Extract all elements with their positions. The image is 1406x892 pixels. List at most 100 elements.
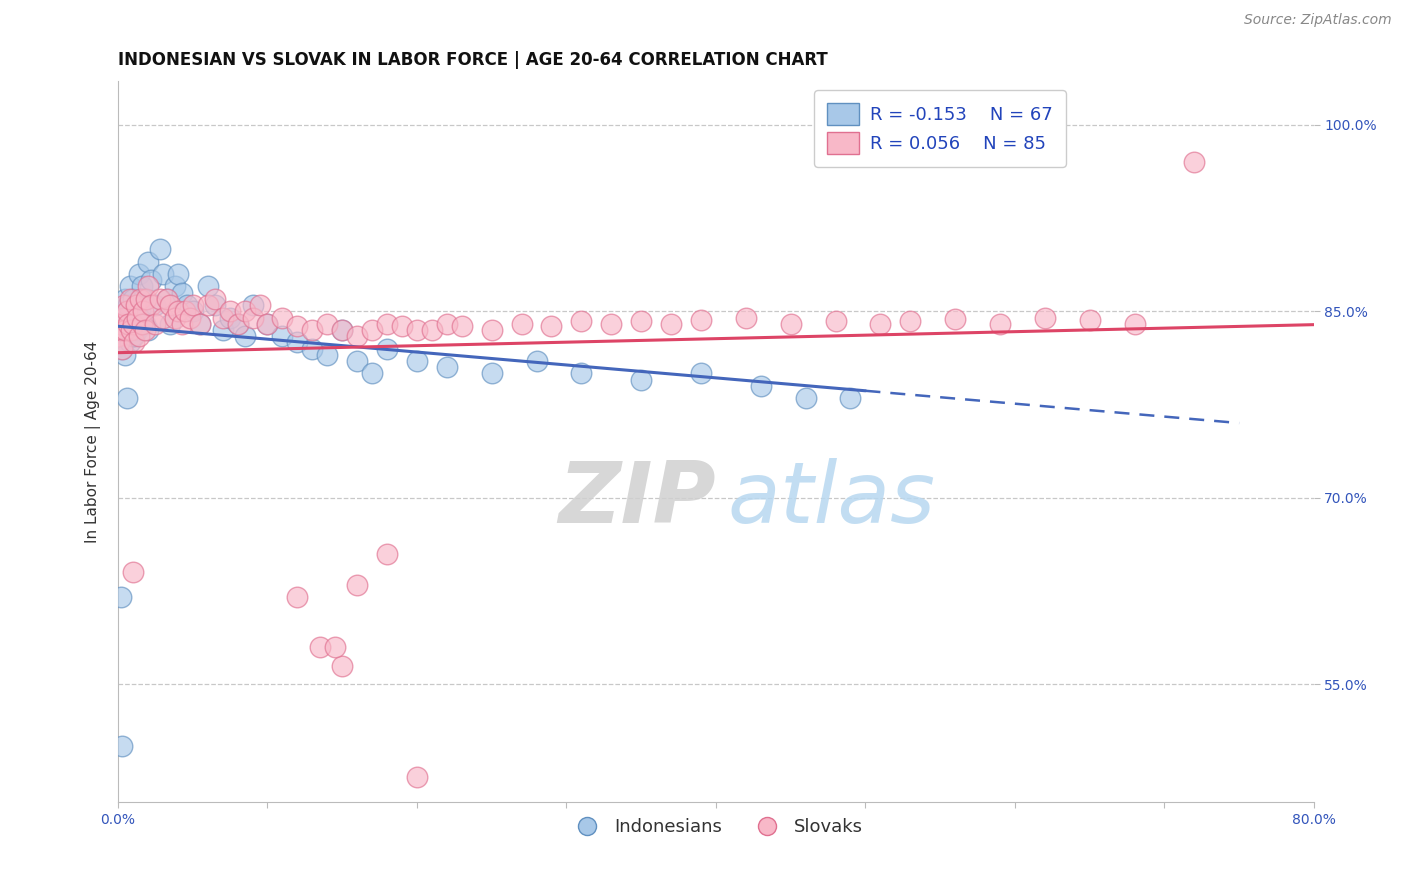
Point xyxy=(136,254,159,268)
Point xyxy=(361,323,384,337)
Point xyxy=(134,323,156,337)
Point xyxy=(128,267,150,281)
Point xyxy=(285,319,308,334)
Point xyxy=(118,292,141,306)
Point xyxy=(1078,313,1101,327)
Point xyxy=(129,304,152,318)
Point xyxy=(132,304,155,318)
Point xyxy=(301,342,323,356)
Point xyxy=(242,298,264,312)
Point xyxy=(316,348,339,362)
Point xyxy=(122,566,145,580)
Point xyxy=(111,739,134,754)
Point xyxy=(436,317,458,331)
Point xyxy=(156,292,179,306)
Point xyxy=(166,304,188,318)
Point xyxy=(107,329,129,343)
Point xyxy=(285,335,308,350)
Point xyxy=(375,547,398,561)
Point xyxy=(163,279,186,293)
Point xyxy=(630,373,652,387)
Point xyxy=(143,317,166,331)
Point xyxy=(127,310,149,325)
Point xyxy=(172,317,194,331)
Point xyxy=(749,379,772,393)
Point xyxy=(659,317,682,331)
Point xyxy=(117,298,139,312)
Point xyxy=(869,317,891,331)
Point xyxy=(166,267,188,281)
Point xyxy=(120,317,142,331)
Point xyxy=(108,335,131,350)
Point xyxy=(197,298,219,312)
Point xyxy=(107,329,129,343)
Point xyxy=(134,317,156,331)
Point xyxy=(943,311,966,326)
Point xyxy=(323,640,346,654)
Text: INDONESIAN VS SLOVAK IN LABOR FORCE | AGE 20-64 CORRELATION CHART: INDONESIAN VS SLOVAK IN LABOR FORCE | AG… xyxy=(118,51,828,69)
Point xyxy=(233,329,256,343)
Point xyxy=(110,590,132,604)
Point xyxy=(179,310,201,325)
Point xyxy=(120,323,142,337)
Point xyxy=(125,310,148,325)
Point xyxy=(219,304,242,318)
Point xyxy=(436,360,458,375)
Point xyxy=(176,298,198,312)
Point xyxy=(115,304,138,318)
Point xyxy=(226,317,249,331)
Point xyxy=(375,342,398,356)
Point xyxy=(114,292,136,306)
Point xyxy=(114,323,136,337)
Point xyxy=(135,292,157,306)
Point xyxy=(156,292,179,306)
Point xyxy=(131,317,153,331)
Point xyxy=(308,640,330,654)
Point xyxy=(174,304,197,318)
Point xyxy=(226,317,249,331)
Point xyxy=(181,304,204,318)
Point xyxy=(824,314,846,328)
Point xyxy=(630,314,652,328)
Point xyxy=(690,313,713,327)
Point xyxy=(122,329,145,343)
Point xyxy=(139,298,162,312)
Point xyxy=(127,323,149,337)
Point xyxy=(540,319,562,334)
Point xyxy=(1182,155,1205,169)
Point xyxy=(571,314,593,328)
Point xyxy=(420,323,443,337)
Point xyxy=(136,279,159,293)
Point xyxy=(136,323,159,337)
Point xyxy=(330,323,353,337)
Point xyxy=(898,314,921,328)
Point xyxy=(1033,310,1056,325)
Point xyxy=(249,298,271,312)
Point xyxy=(406,771,429,785)
Point xyxy=(375,317,398,331)
Point xyxy=(129,292,152,306)
Point xyxy=(285,590,308,604)
Point xyxy=(256,317,278,331)
Point xyxy=(124,329,146,343)
Point xyxy=(256,317,278,331)
Point xyxy=(242,310,264,325)
Point xyxy=(122,292,145,306)
Point xyxy=(112,310,135,325)
Point xyxy=(163,310,186,325)
Point xyxy=(1123,317,1146,331)
Point xyxy=(152,267,174,281)
Point xyxy=(406,354,429,368)
Text: ZIP: ZIP xyxy=(558,458,716,541)
Point xyxy=(690,367,713,381)
Point xyxy=(118,335,141,350)
Point xyxy=(110,335,132,350)
Point xyxy=(271,310,294,325)
Point xyxy=(271,329,294,343)
Point xyxy=(361,367,384,381)
Point xyxy=(794,392,817,406)
Point xyxy=(125,298,148,312)
Point xyxy=(111,342,134,356)
Point xyxy=(330,658,353,673)
Point xyxy=(197,279,219,293)
